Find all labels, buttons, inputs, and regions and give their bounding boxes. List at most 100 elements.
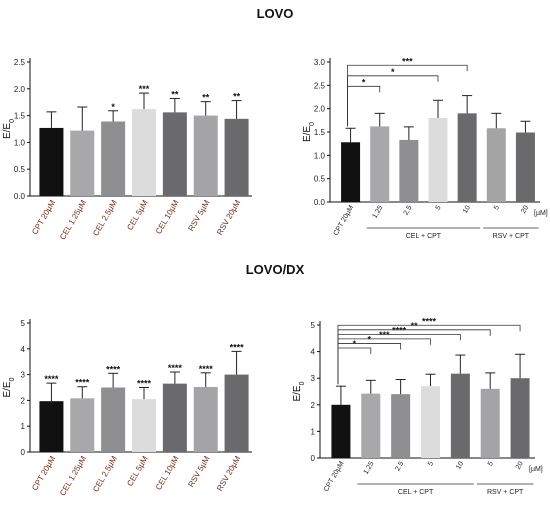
lovodx-right-category-label: 20 (515, 460, 525, 470)
lovo-right-category-label: 1.25 (372, 204, 385, 219)
lovo-left-bar (39, 127, 64, 196)
lovo-right-bracket-label: * (391, 67, 395, 77)
lovodx-left-bar (193, 386, 218, 452)
lovo-right-bracket-label: *** (402, 56, 413, 66)
lovo-left-significance-label: ** (171, 89, 179, 99)
lovodx-left-y-tick-label: 4 (21, 345, 26, 354)
lovo-right-bar (399, 139, 419, 202)
lovo-left-significance-label: *** (139, 84, 150, 94)
lovodx-left-y-tick-label: 0 (21, 448, 26, 457)
lovodx-right-bar (450, 373, 470, 458)
lovo-right-significance-bracket (347, 64, 468, 127)
lovo-left-significance-label: ** (233, 92, 241, 102)
lovodx-left-bar (70, 398, 95, 452)
lovo-left-category-label: CEL 10µM (154, 198, 181, 235)
lovodx-left-category-label: CEL 5µM (125, 454, 150, 488)
lovo-right-bar (515, 132, 535, 202)
lovodx-left-significance-label: **** (44, 374, 59, 384)
lovodx-left-category-label: RSV 20µM (215, 454, 242, 492)
lovo-right-category-label: 20 (520, 204, 530, 214)
lovodx-left-y-axis-label: E/E0 (2, 377, 16, 397)
lovo-left-significance-label: * (111, 102, 115, 112)
lovodx-left-category-label: CPT 20µM (30, 454, 57, 492)
lovodx-left-bar (224, 374, 249, 452)
lovodx-left-category-label: RSV 5µM (186, 454, 211, 489)
lovodx-right-bracket-label: * (368, 334, 372, 344)
lovo-left-y-tick-label: 2.5 (14, 58, 26, 67)
lovodx-right-bar (510, 378, 530, 458)
lovo-right-y-tick-label: 2.5 (314, 81, 326, 90)
lovo-left-category-label: CEL 2.5µM (91, 198, 119, 237)
lovodx-left-significance-label: **** (106, 364, 121, 374)
lovodx-right-unit-label: [µM] (529, 466, 543, 473)
lovodx-right-bracket-label: **** (422, 316, 437, 326)
lovo-right-unit-label: [µM] (534, 210, 548, 217)
lovo-left-category-label: CEL 5µM (125, 198, 150, 232)
lovodx-right-bar (391, 394, 411, 458)
lovodx-left-significance-label: **** (230, 342, 245, 352)
lovodx-right-y-tick-label: 0 (311, 454, 316, 463)
lovodx-left-y-tick-label: 1 (21, 422, 26, 431)
lovo-right-y-axis-label-sub: 0 (309, 122, 316, 126)
lovo-left-significance-label: ** (202, 93, 210, 103)
lovodx-left-significance-label: **** (137, 379, 152, 389)
lovo-right-category-label: 5 (493, 204, 501, 211)
lovodx-right-bracket-label: *** (379, 330, 390, 340)
lovodx-right-bracket-label: * (353, 339, 357, 349)
title-lovo-dx: LOVO/DX (245, 262, 305, 277)
lovo-left-category-label: CEL 1.25µM (58, 198, 88, 241)
lovodx-left-significance-label: **** (199, 364, 214, 374)
lovo-right-bar (370, 126, 390, 202)
lovodx-right-bracket-label: ** (411, 321, 419, 331)
lovodx-right-category-label: 10 (455, 460, 465, 470)
lovo-left-bar (101, 121, 126, 196)
lovo-left-y-tick-label: 1.5 (14, 112, 26, 121)
lovodx-right-category-label: 5 (427, 460, 435, 467)
lovodx-right-bar (331, 404, 351, 458)
lovodx-left-significance-label: **** (168, 363, 183, 373)
lovo-left-y-tick-label: 2.0 (14, 85, 26, 94)
lovo-left-y-tick-label: 1.0 (14, 138, 26, 147)
lovo-right-y-tick-label: 1.0 (314, 151, 326, 160)
lovodx-right-y-tick-label: 4 (311, 348, 316, 357)
lovo-left-y-axis-label-sub: 0 (9, 119, 16, 123)
lovo-left-bar (162, 112, 187, 196)
lovo-left-bar (193, 115, 218, 196)
lovo-left-y-tick-label: 0.0 (14, 192, 26, 201)
lovodx-right-y-axis-label-sub: 0 (299, 381, 306, 385)
lovodx-right-category-label: 1.25 (363, 460, 376, 475)
lovo-left-category-label: RSV 5µM (186, 198, 211, 233)
lovo-right-y-tick-label: 1.5 (314, 128, 326, 137)
lovo-right-y-tick-label: 0.5 (314, 175, 326, 184)
lovodx-left-y-axis-label-sub: 0 (9, 377, 16, 381)
lovo-right-significance-bracket (347, 85, 381, 127)
lovodx-right-bar (480, 388, 500, 458)
lovo-right-group-label: CEL + CPT (406, 233, 442, 240)
lovodx-right-y-tick-label: 1 (311, 427, 316, 436)
lovo-right-y-tick-label: 3.0 (314, 58, 326, 67)
lovo-left-y-axis-label: E/E0 (2, 119, 16, 139)
lovo-right-y-tick-label: 2.0 (314, 105, 326, 114)
title-lovo: LOVO (256, 6, 294, 21)
lovodx-right-bar (361, 393, 381, 458)
lovodx-right-significance-bracket (337, 343, 402, 385)
lovodx-left-category-label: CEL 1.25µM (58, 454, 88, 497)
lovo-right-y-axis-label: E/E0 (302, 122, 316, 142)
lovodx-right-category-label: 2.5 (394, 460, 405, 472)
lovodx-right-category-label: 5 (487, 460, 495, 467)
lovodx-right-y-tick-label: 3 (311, 374, 316, 383)
lovodx-left-bar (162, 383, 187, 452)
lovodx-left-y-tick-label: 2 (21, 396, 26, 405)
lovodx-right-group-label: RSV + CPT (487, 489, 524, 496)
lovo-right-category-label: 10 (462, 204, 472, 214)
lovo-left-bar (132, 109, 156, 196)
lovo-right-y-tick-label: 0.0 (314, 198, 326, 207)
lovodx-left-bar (132, 399, 156, 452)
lovo-left-bar (70, 130, 95, 196)
lovodx-right-group-label: CEL + CPT (398, 489, 434, 496)
lovo-right-category-label: CPT 20µM (333, 204, 356, 237)
lovo-left-y-tick-label: 0.5 (14, 165, 26, 174)
lovodx-right-significance-bracket (337, 347, 372, 385)
lovo-left-bar (224, 118, 249, 196)
